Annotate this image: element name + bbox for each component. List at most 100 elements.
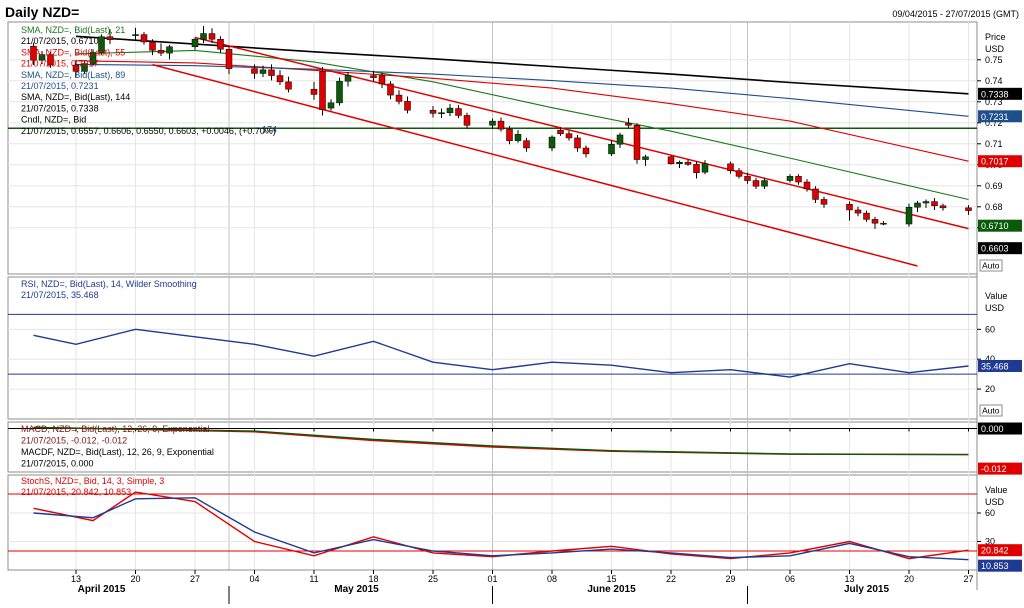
candle[interactable] — [132, 27, 139, 40]
stochastic-panel[interactable]: StochS, NZD=, Bid, 14, 3, Simple, 321/07… — [8, 476, 977, 561]
candle[interactable] — [735, 167, 743, 179]
candle[interactable] — [140, 32, 148, 45]
candle[interactable] — [327, 99, 335, 111]
candle[interactable] — [370, 70, 377, 82]
candle[interactable] — [863, 210, 870, 222]
candle[interactable] — [939, 203, 947, 211]
candle[interactable] — [455, 104, 462, 119]
candle[interactable] — [489, 118, 496, 129]
candle[interactable] — [616, 132, 624, 148]
candle[interactable] — [744, 172, 751, 184]
stoch-line-d[interactable] — [33, 497, 969, 561]
candle[interactable] — [684, 159, 692, 166]
candle-body-down — [744, 176, 751, 181]
candle[interactable] — [752, 177, 760, 189]
candle[interactable] — [727, 161, 734, 174]
candle[interactable] — [676, 160, 683, 168]
candle[interactable] — [106, 29, 114, 45]
candle[interactable] — [608, 140, 615, 156]
candle[interactable] — [395, 90, 403, 105]
candle[interactable] — [812, 186, 819, 204]
candle[interactable] — [523, 137, 530, 152]
candle[interactable] — [38, 50, 46, 64]
candle[interactable] — [820, 196, 828, 208]
candle[interactable] — [217, 36, 224, 53]
candle[interactable] — [285, 76, 292, 93]
candle[interactable] — [81, 60, 88, 75]
candle[interactable] — [761, 177, 768, 189]
macd-line-macdf[interactable] — [33, 426, 969, 456]
candle[interactable] — [47, 51, 54, 68]
candle[interactable] — [387, 81, 394, 100]
candle[interactable] — [463, 112, 471, 129]
candle[interactable] — [166, 44, 173, 60]
candle[interactable] — [429, 106, 437, 118]
channel-upper-line[interactable] — [194, 36, 969, 230]
candle-body-up — [608, 143, 615, 155]
candle[interactable] — [642, 154, 649, 166]
candle[interactable] — [633, 123, 641, 164]
candle[interactable] — [251, 64, 258, 79]
candle[interactable] — [438, 108, 445, 119]
candle[interactable] — [344, 71, 352, 87]
macd-panel[interactable]: MACD, NZD=, Bid(Last), 12, 26, 9, Expone… — [8, 424, 977, 469]
channel-lower-line[interactable] — [152, 63, 918, 267]
candle[interactable] — [574, 134, 581, 152]
candle[interactable] — [965, 205, 972, 215]
candle[interactable] — [667, 155, 675, 165]
sma-line-89[interactable] — [75, 63, 969, 117]
candle[interactable] — [276, 70, 284, 85]
candle[interactable] — [149, 39, 156, 56]
candle[interactable] — [259, 65, 267, 78]
candle[interactable] — [625, 118, 632, 129]
candle[interactable] — [557, 127, 564, 136]
rsi-panel[interactable]: RSI, NZD=, Bid(Last), 14, Wilder Smoothi… — [8, 279, 977, 378]
candle[interactable] — [914, 200, 921, 213]
sma-line-55[interactable] — [75, 60, 969, 162]
candle[interactable] — [880, 221, 887, 226]
candle[interactable] — [98, 34, 105, 55]
candle[interactable] — [931, 197, 938, 210]
candle[interactable] — [846, 201, 853, 221]
candle[interactable] — [89, 49, 97, 66]
rsi-tick-label: 40 — [985, 354, 995, 364]
candle[interactable] — [514, 130, 522, 143]
candle[interactable] — [565, 130, 573, 141]
candle[interactable] — [268, 64, 275, 81]
candle[interactable] — [72, 60, 80, 77]
candle[interactable] — [871, 216, 879, 229]
candle[interactable] — [795, 174, 802, 185]
candle[interactable] — [905, 203, 913, 227]
candle[interactable] — [497, 117, 505, 132]
sma-line-144[interactable] — [75, 35, 969, 95]
candle-body-up — [132, 34, 139, 36]
auto-scale-button[interactable]: Auto — [979, 259, 1003, 272]
candle[interactable] — [701, 160, 709, 175]
candle[interactable] — [336, 77, 343, 106]
legend-entry: SMA, NZD=, Bid(Last), 89 — [21, 70, 125, 80]
candle[interactable] — [378, 72, 386, 89]
candle[interactable] — [506, 125, 513, 145]
candle[interactable] — [157, 43, 165, 57]
candle[interactable] — [786, 174, 794, 183]
candle[interactable] — [582, 145, 590, 158]
candle[interactable] — [548, 135, 556, 152]
auto-scale-button[interactable]: Auto — [979, 404, 1003, 417]
rsi-line[interactable] — [33, 328, 969, 378]
candle[interactable] — [922, 199, 930, 208]
candle[interactable] — [30, 42, 37, 66]
candle[interactable] — [191, 37, 199, 50]
sma-line-21[interactable] — [75, 49, 969, 201]
candle[interactable] — [404, 96, 411, 114]
candle[interactable] — [854, 206, 862, 217]
candle[interactable] — [446, 103, 454, 117]
candle[interactable] — [693, 161, 700, 179]
candle[interactable] — [200, 25, 207, 43]
candle[interactable] — [225, 46, 233, 75]
candle[interactable] — [310, 81, 318, 100]
candle[interactable] — [803, 179, 811, 192]
candle[interactable] — [319, 67, 326, 116]
candle[interactable] — [208, 28, 216, 43]
